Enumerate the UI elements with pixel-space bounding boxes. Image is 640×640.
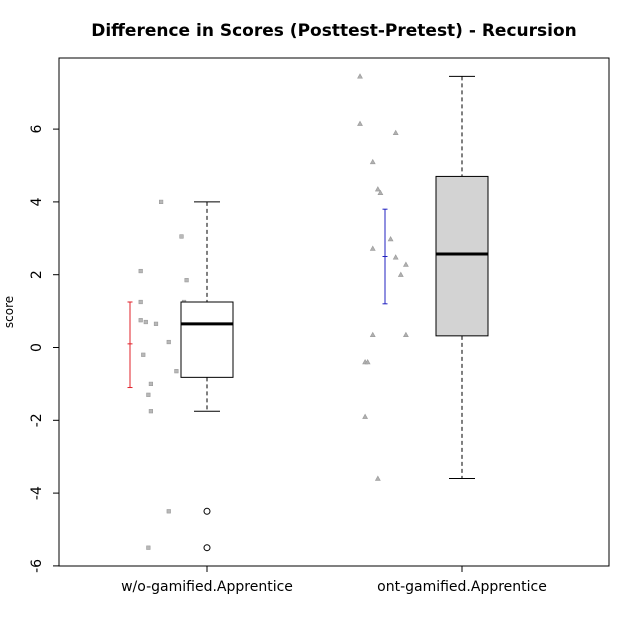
jitter-point — [138, 318, 143, 323]
error-bars — [127, 208, 388, 389]
outlier-point — [203, 544, 211, 552]
jitter-point — [148, 381, 154, 387]
boxes — [180, 75, 489, 552]
jitter-point — [402, 331, 409, 337]
jitter-point — [402, 261, 409, 267]
jitter-point — [166, 339, 171, 345]
x-tick-label: w/o-gamified.Apprentice — [121, 579, 293, 595]
y-tick-label: -6 — [29, 559, 45, 573]
jitter-point — [146, 545, 151, 550]
y-tick-label: 0 — [29, 343, 45, 352]
jitter-point — [377, 189, 384, 196]
jitter-point — [374, 475, 381, 481]
y-axis-label: score — [2, 296, 16, 328]
jitter-point — [174, 369, 179, 374]
jitter-point — [369, 245, 376, 251]
jitter-point — [184, 278, 189, 283]
jitter-point — [138, 299, 143, 305]
x-axis: w/o-gamified.Apprentice ont-gamified.Appr… — [121, 566, 547, 595]
jitter-point — [392, 129, 399, 135]
jitter-point — [392, 254, 399, 260]
outlier-point — [203, 507, 211, 515]
jitter-point — [143, 319, 148, 325]
y-tick-label: 2 — [29, 270, 45, 279]
jitter-point — [179, 234, 184, 239]
jitter-point — [364, 359, 371, 365]
jitter-points — [138, 73, 409, 550]
y-tick-label: 6 — [29, 125, 45, 134]
x-tick-label: ont-gamified.Apprentice — [377, 579, 547, 595]
jitter-point — [369, 158, 376, 165]
jitter-point — [153, 321, 159, 326]
plot-frame — [58, 57, 610, 567]
jitter-point — [146, 392, 151, 397]
jitter-point — [159, 199, 164, 205]
jitter-point — [362, 413, 369, 419]
jitter-point — [397, 271, 404, 277]
box — [180, 301, 234, 378]
jitter-point — [369, 331, 376, 337]
chart-title: Difference in Scores (Posttest-Pretest) … — [91, 21, 577, 41]
jitter-point — [141, 352, 146, 357]
y-tick-label: -4 — [29, 486, 45, 500]
y-tick-label: 4 — [29, 197, 45, 206]
jitter-point — [374, 186, 381, 192]
jitter-point — [357, 73, 363, 79]
jitter-point — [148, 409, 154, 414]
y-axis: -6 -4 -2 0 2 4 6 — [29, 125, 59, 573]
jitter-point — [166, 509, 171, 514]
jitter-point — [138, 268, 143, 274]
jitter-point — [357, 120, 363, 126]
jitter-point — [387, 236, 394, 242]
y-tick-label: -2 — [29, 413, 45, 427]
box — [435, 175, 489, 337]
